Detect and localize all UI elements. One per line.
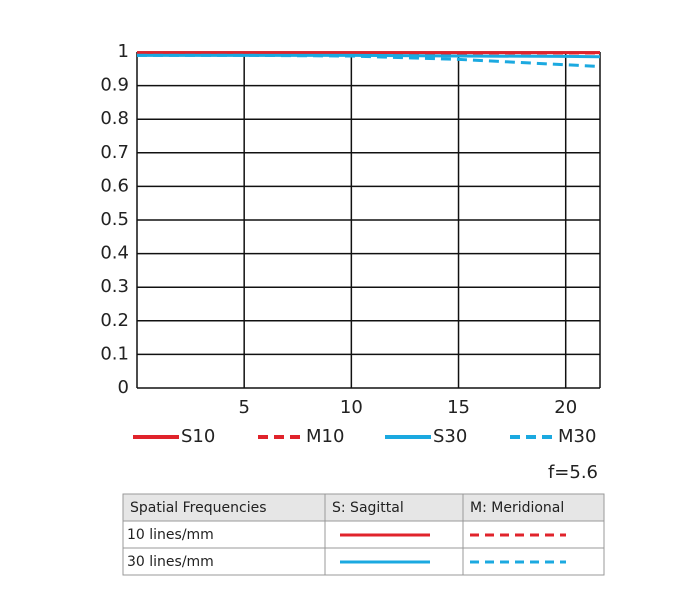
y-tick-label: 0 bbox=[118, 377, 129, 398]
x-tick-label: 5 bbox=[238, 397, 249, 418]
table-header: S: Sagittal bbox=[332, 500, 404, 516]
legend-label: S10 bbox=[181, 426, 215, 447]
annotation: f=5.6 bbox=[548, 462, 598, 483]
x-tick-label: 20 bbox=[554, 397, 577, 418]
table: Spatial Frequencies S: Sagittal M: Merid… bbox=[122, 493, 605, 576]
table-header: M: Meridional bbox=[470, 500, 564, 516]
y-tick-label: 0.5 bbox=[100, 209, 129, 230]
legend-label: M30 bbox=[558, 426, 596, 447]
y-tick-label: 0.3 bbox=[100, 276, 129, 297]
x-tick-label: 15 bbox=[447, 397, 470, 418]
x-tick-label: 10 bbox=[340, 397, 363, 418]
series-line bbox=[137, 53, 601, 68]
y-tick-label: 0.8 bbox=[100, 108, 129, 129]
y-tick-label: 0.4 bbox=[100, 243, 129, 264]
y-tick-label: 0.7 bbox=[100, 142, 129, 163]
y-tick-label: 0.6 bbox=[100, 175, 129, 196]
table-header-bg bbox=[122, 493, 605, 522]
table-cell: 10 lines/mm bbox=[127, 527, 214, 543]
legend-label: S30 bbox=[433, 426, 467, 447]
y-tick-label: 0.2 bbox=[100, 310, 129, 331]
y-tick-label: 1 bbox=[118, 41, 129, 62]
legend-label: M10 bbox=[306, 426, 344, 447]
y-tick-label: 0.1 bbox=[100, 343, 129, 364]
table-header: Spatial Frequencies bbox=[130, 500, 267, 516]
table-cell: 30 lines/mm bbox=[127, 554, 214, 570]
y-tick-label: 0.9 bbox=[100, 75, 129, 96]
